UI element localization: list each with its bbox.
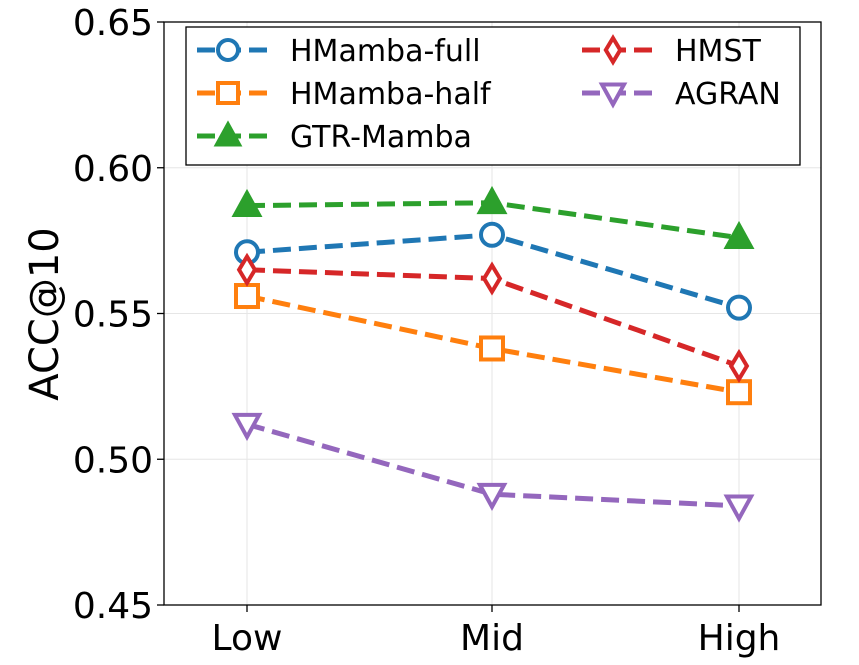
series-gtr-mamba [231,185,755,250]
x-tick-label: Mid [460,618,524,659]
x-tick-label: High [698,618,781,659]
legend-label: HMST [675,34,761,69]
data-point-marker [476,185,508,215]
data-point-marker [723,494,755,523]
legend-item: HMamba-half [197,77,492,112]
data-point-marker [216,81,240,105]
y-tick-label: 0.60 [73,149,153,190]
data-point-marker [236,252,258,287]
legend-label: AGRAN [675,77,781,112]
data-point-marker [234,283,260,310]
legend-label: HMamba-full [290,34,481,69]
y-tick-label: 0.55 [73,295,153,336]
series-hmst [236,252,750,384]
data-point-marker [598,82,628,109]
legend-box [185,26,801,166]
legend-item: HMST [582,34,761,69]
data-point-marker [603,34,623,66]
series-hmamba-half [234,283,752,406]
legend-label: GTR-Mamba [290,120,472,155]
series-line [246,421,740,509]
series-layer [231,185,755,523]
y-tick-label: 0.65 [73,3,153,44]
data-point-marker [728,348,750,384]
data-point-marker [726,379,752,406]
y-tick-label: 0.45 [73,586,153,627]
legend: HMamba-full HMamba-half GTR-Mamba HMST AGRAN [185,26,801,166]
data-point-marker [479,335,505,362]
data-point-marker [213,120,243,147]
y-tick-label: 0.50 [73,440,153,481]
data-point-marker [481,261,503,296]
data-point-marker [231,412,263,442]
axis-ticks: 0.45 0.50 0.55 0.60 0.65 Low Mid High [73,3,781,659]
series-agran [231,412,755,523]
x-tick-label: Low [212,618,283,659]
y-axis-label: ACC@10 [22,227,68,400]
data-point-marker [216,38,240,62]
series-hmamba-full [234,221,752,321]
legend-item: GTR-Mamba [197,120,472,155]
data-point-marker [723,220,755,250]
legend-item: HMamba-full [197,34,481,69]
data-point-marker [479,221,505,248]
data-point-marker [476,482,508,512]
data-point-marker [231,188,263,217]
legend-label: HMamba-half [290,77,492,112]
data-point-marker [726,294,752,321]
legend-item: AGRAN [582,77,781,112]
